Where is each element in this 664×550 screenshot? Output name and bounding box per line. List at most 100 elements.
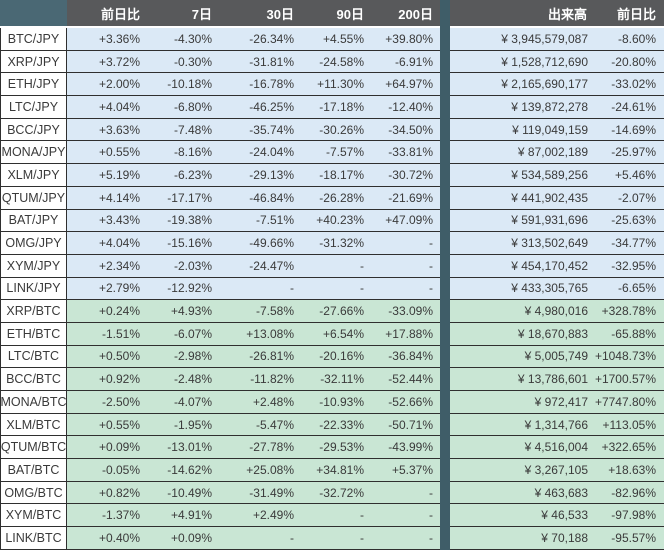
section-divider-cell	[440, 368, 450, 391]
change-cell: +0.50%	[67, 345, 147, 369]
pair-cell: ETH/BTC	[0, 322, 67, 346]
change-cell: -0.05%	[67, 459, 147, 482]
col-header-volume: 出来高	[450, 0, 594, 28]
volume-cell: ¥ 4,980,016	[450, 300, 594, 323]
volume-cell: ¥ 18,670,883	[450, 322, 594, 346]
section-divider-cell	[440, 186, 450, 210]
change-cell: +2.49%	[219, 504, 301, 528]
change-cell: -31.32%	[301, 232, 371, 255]
change-cell: -43.99%	[371, 436, 440, 460]
change-cell: -	[219, 527, 301, 550]
change-cell: -2.03%	[147, 254, 219, 278]
change-cell: -6.91%	[371, 50, 440, 74]
change-cell: -12.92%	[147, 277, 219, 301]
col-header-7d: 7日	[147, 0, 219, 28]
change-cell: -35.74%	[219, 118, 301, 142]
volume-change-cell: +113.05%	[594, 413, 664, 437]
pair-cell: MONA/BTC	[0, 391, 67, 414]
volume-change-cell: -25.63%	[594, 209, 664, 233]
change-cell: -46.25%	[219, 96, 301, 119]
change-cell: +0.55%	[67, 141, 147, 165]
section-divider-cell	[440, 504, 450, 528]
change-cell: -1.95%	[147, 413, 219, 437]
section-divider-cell	[440, 413, 450, 437]
change-cell: -31.49%	[219, 481, 301, 505]
change-cell: -14.62%	[147, 459, 219, 482]
section-divider-cell	[440, 164, 450, 187]
change-cell: +2.79%	[67, 277, 147, 301]
pair-cell: OMG/BTC	[0, 481, 67, 505]
change-cell: -4.07%	[147, 391, 219, 414]
pair-cell: XRP/JPY	[0, 50, 67, 74]
change-cell: +13.08%	[219, 322, 301, 346]
change-cell: +2.00%	[67, 73, 147, 97]
volume-cell: ¥ 2,165,690,177	[450, 73, 594, 97]
section-divider-cell	[440, 50, 450, 74]
volume-cell: ¥ 119,049,159	[450, 118, 594, 142]
change-cell: -1.51%	[67, 322, 147, 346]
change-cell: -5.47%	[219, 413, 301, 437]
change-cell: -34.50%	[371, 118, 440, 142]
change-cell: +64.97%	[371, 73, 440, 97]
section-divider-cell	[440, 96, 450, 119]
change-cell: +3.36%	[67, 28, 147, 51]
pair-cell: BCC/JPY	[0, 118, 67, 142]
change-cell: +4.04%	[67, 96, 147, 119]
change-cell: -	[219, 277, 301, 301]
header-section-divider	[440, 0, 450, 28]
change-cell: -36.84%	[371, 345, 440, 369]
change-cell: +17.88%	[371, 322, 440, 346]
change-cell: -27.78%	[219, 436, 301, 460]
change-cell: -50.71%	[371, 413, 440, 437]
change-cell: -33.09%	[371, 300, 440, 323]
pair-cell: BTC/JPY	[0, 28, 67, 51]
change-cell: -7.51%	[219, 209, 301, 233]
pair-cell: LTC/BTC	[0, 345, 67, 369]
change-cell: -19.38%	[147, 209, 219, 233]
change-cell: +6.54%	[301, 322, 371, 346]
col-header-30d: 30日	[219, 0, 301, 28]
change-cell: +39.80%	[371, 28, 440, 51]
change-cell: +0.09%	[147, 527, 219, 550]
change-cell: -17.18%	[301, 96, 371, 119]
pair-cell: OMG/JPY	[0, 232, 67, 255]
change-cell: -24.04%	[219, 141, 301, 165]
change-cell: -17.17%	[147, 186, 219, 210]
change-cell: -29.53%	[301, 436, 371, 460]
change-cell: +0.09%	[67, 436, 147, 460]
volume-change-cell: -14.69%	[594, 118, 664, 142]
change-cell: +4.91%	[147, 504, 219, 528]
section-divider-cell	[440, 28, 450, 51]
volume-cell: ¥ 70,188	[450, 527, 594, 550]
change-cell: +0.55%	[67, 413, 147, 437]
change-cell: +0.82%	[67, 481, 147, 505]
change-cell: +3.72%	[67, 50, 147, 74]
section-divider-cell	[440, 459, 450, 482]
section-divider-cell	[440, 232, 450, 255]
pair-cell: XRP/BTC	[0, 300, 67, 323]
change-cell: -10.49%	[147, 481, 219, 505]
change-cell: +5.37%	[371, 459, 440, 482]
volume-change-cell: -34.77%	[594, 232, 664, 255]
change-cell: -26.28%	[301, 186, 371, 210]
col-header-volume-prev-day: 前日比	[594, 0, 664, 28]
change-cell: -	[371, 504, 440, 528]
change-cell: -31.81%	[219, 50, 301, 74]
section-divider-cell	[440, 345, 450, 369]
volume-cell: ¥ 591,931,696	[450, 209, 594, 233]
volume-cell: ¥ 313,502,649	[450, 232, 594, 255]
change-cell: -2.48%	[147, 368, 219, 391]
change-cell: -16.78%	[219, 73, 301, 97]
change-cell: +25.08%	[219, 459, 301, 482]
change-cell: -	[301, 254, 371, 278]
change-cell: +0.24%	[67, 300, 147, 323]
col-header-90d: 90日	[301, 0, 371, 28]
volume-change-cell: -6.65%	[594, 277, 664, 301]
volume-cell: ¥ 5,005,749	[450, 345, 594, 369]
volume-change-cell: +5.46%	[594, 164, 664, 187]
change-cell: -52.44%	[371, 368, 440, 391]
change-cell: -8.16%	[147, 141, 219, 165]
pair-cell: QTUM/JPY	[0, 186, 67, 210]
pair-cell: XLM/BTC	[0, 413, 67, 437]
